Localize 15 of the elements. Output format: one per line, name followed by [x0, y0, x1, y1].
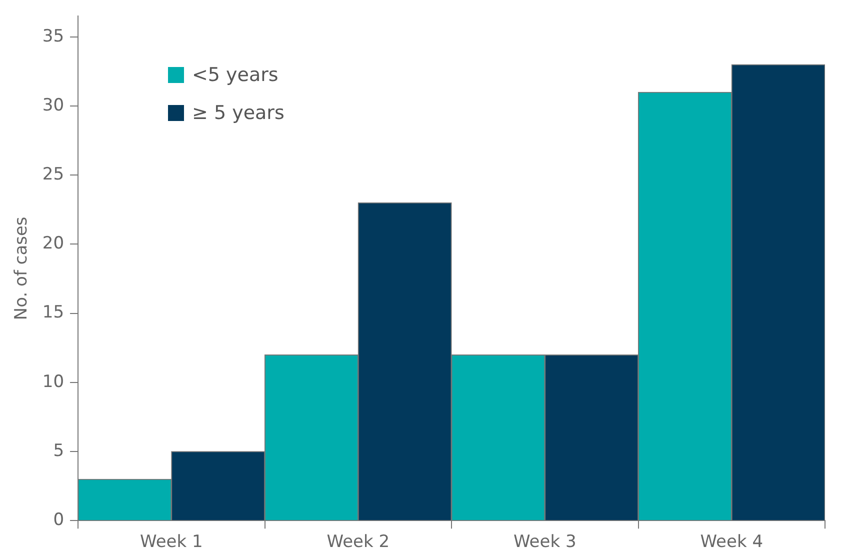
x-tick-label: Week 2: [326, 532, 390, 552]
y-tick-label: 25: [42, 164, 64, 185]
y-axis-title: No. of cases: [12, 216, 32, 320]
legend-label: <5 years: [192, 64, 278, 86]
y-tick-label: 15: [42, 302, 64, 323]
y-tick-label: 0: [53, 510, 64, 530]
legend-label: ≥ 5 years: [192, 102, 284, 124]
x-tick-label: Week 4: [700, 532, 764, 552]
x-tick-label: Week 1: [140, 532, 203, 552]
y-tick-label: 5: [53, 440, 64, 461]
y-tick-label: 35: [42, 26, 64, 46]
y-tick-label: 10: [42, 372, 64, 392]
x-tick-label: Week 3: [513, 532, 576, 552]
y-tick-label: 20: [42, 234, 64, 254]
y-tick-label: 30: [42, 95, 64, 116]
